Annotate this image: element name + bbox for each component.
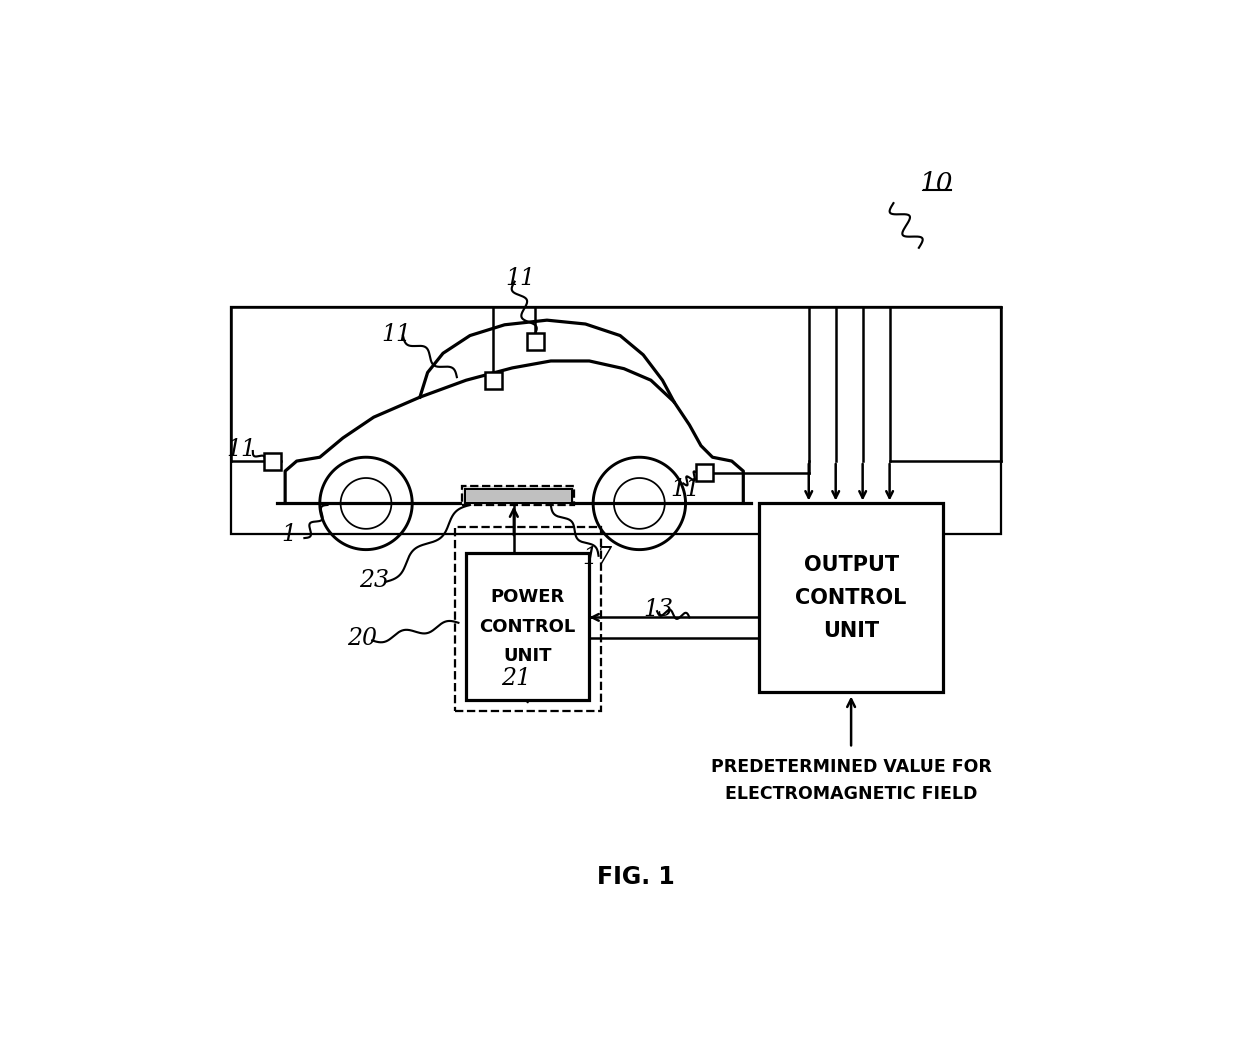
Text: 20: 20: [347, 626, 377, 650]
Text: PREDETERMINED VALUE FOR
ELECTROMAGNETIC FIELD: PREDETERMINED VALUE FOR ELECTROMAGNETIC …: [711, 759, 992, 803]
Text: POWER
CONTROL
UNIT: POWER CONTROL UNIT: [480, 589, 575, 665]
Bar: [264, 453, 280, 470]
Text: 21: 21: [501, 667, 531, 691]
Bar: [466, 554, 589, 700]
Text: 11: 11: [382, 323, 412, 346]
Text: 1: 1: [281, 522, 296, 545]
Bar: [231, 307, 1001, 534]
Bar: [485, 372, 501, 389]
Text: 11: 11: [505, 267, 534, 290]
Text: 13: 13: [644, 598, 673, 621]
Text: 11: 11: [226, 438, 257, 461]
Text: OUTPUT
CONTROL
UNIT: OUTPUT CONTROL UNIT: [795, 555, 906, 640]
Text: FIG. 1: FIG. 1: [596, 865, 675, 889]
Text: 23: 23: [358, 569, 388, 592]
Bar: [527, 333, 544, 350]
Text: 11: 11: [671, 478, 701, 501]
Text: 10: 10: [919, 171, 952, 197]
Text: 17: 17: [582, 545, 613, 569]
Bar: [759, 503, 944, 692]
Bar: [463, 487, 574, 504]
Bar: [697, 465, 713, 481]
Bar: [455, 527, 601, 712]
Bar: [465, 489, 572, 502]
